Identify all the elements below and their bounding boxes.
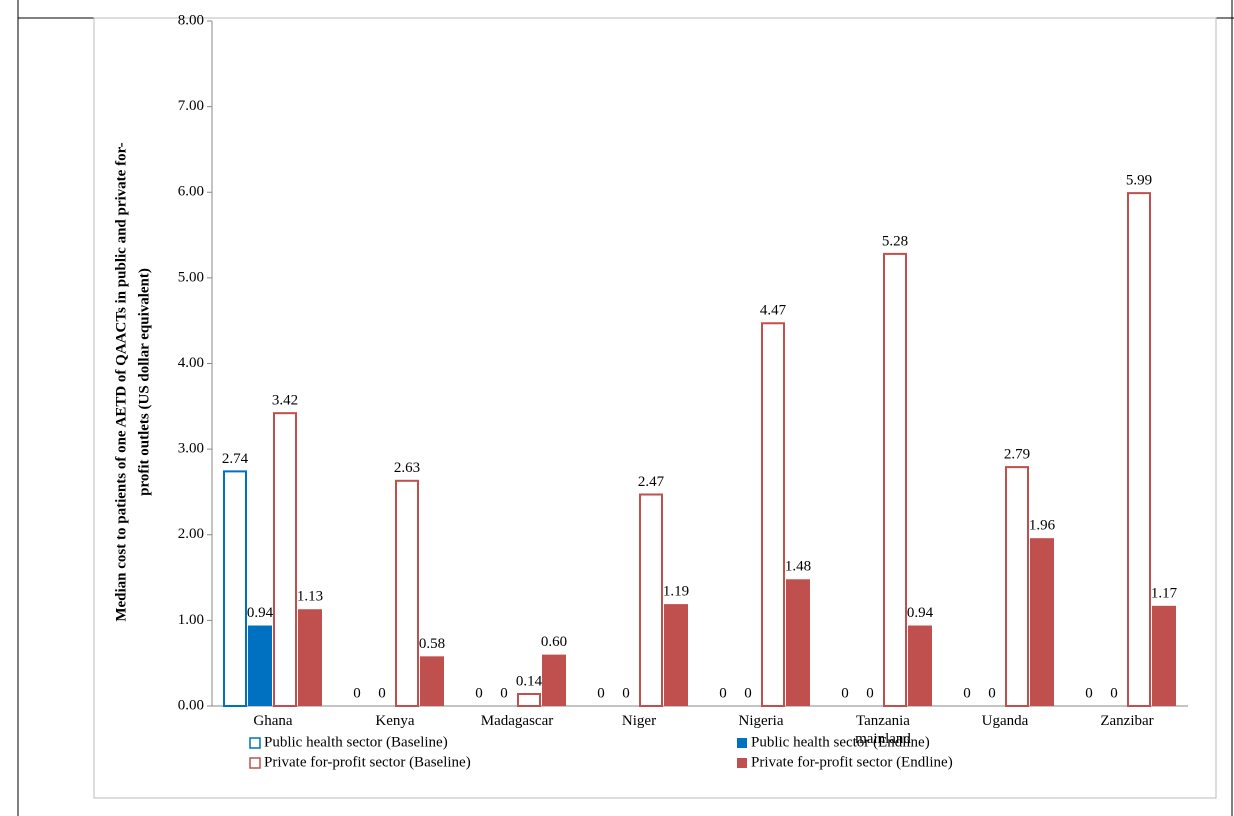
data-label: 0 xyxy=(866,685,874,701)
bar xyxy=(517,693,541,708)
data-label: 0 xyxy=(963,685,971,701)
data-label: 0 xyxy=(744,685,752,701)
bar xyxy=(542,654,566,706)
y-tick-label: 1.00 xyxy=(178,612,204,628)
y-tick-label: 3.00 xyxy=(178,441,204,457)
data-label: 3.42 xyxy=(272,393,298,409)
data-label: 0 xyxy=(500,685,508,701)
legend-label: Public health sector (Baseline) xyxy=(264,734,448,750)
bar xyxy=(883,252,907,707)
data-label: 0 xyxy=(353,685,361,701)
legend-marker xyxy=(737,758,747,768)
data-label: 1.17 xyxy=(1151,585,1178,601)
data-label: 0.60 xyxy=(541,634,567,650)
data-label: 0 xyxy=(475,685,483,701)
data-label: 0 xyxy=(1085,685,1093,701)
data-label: 0 xyxy=(988,685,996,701)
bar xyxy=(248,625,272,706)
y-axis-label: Median cost to patients of one AETD of Q… xyxy=(113,142,129,621)
legend-label: Private for-profit sector (Baseline) xyxy=(264,754,471,770)
x-tick-label: Niger xyxy=(622,713,656,729)
legend-marker xyxy=(249,757,261,769)
data-label: 2.79 xyxy=(1004,447,1030,463)
x-tick-label: Madagascar xyxy=(481,713,553,729)
data-label: 0.94 xyxy=(907,605,934,621)
x-tick-label: Kenya xyxy=(375,713,414,729)
legend-marker xyxy=(737,738,747,748)
data-label: 0 xyxy=(597,685,605,701)
data-label: 2.47 xyxy=(638,474,665,490)
data-label: 5.99 xyxy=(1126,173,1152,189)
x-tick-label: Nigeria xyxy=(739,713,784,729)
bar xyxy=(420,656,444,706)
y-tick-label: 6.00 xyxy=(178,184,204,200)
data-label: 1.96 xyxy=(1029,518,1056,534)
bar xyxy=(908,625,932,706)
data-label: 4.47 xyxy=(760,303,787,319)
x-tick-label: Zanzibar xyxy=(1100,713,1153,729)
y-tick-label: 4.00 xyxy=(178,355,204,371)
data-label: 0 xyxy=(622,685,630,701)
data-label: 0.14 xyxy=(516,673,543,689)
x-tick-label: Uganda xyxy=(982,713,1029,729)
bar xyxy=(1030,538,1054,706)
y-tick-label: 0.00 xyxy=(178,697,204,713)
data-label: 2.63 xyxy=(394,460,420,476)
data-label: 0 xyxy=(719,685,727,701)
y-tick-label: 8.00 xyxy=(178,12,204,28)
y-tick-label: 2.00 xyxy=(178,526,204,542)
data-label: 1.19 xyxy=(663,584,689,600)
legend-marker xyxy=(249,737,261,749)
x-tick-label: Ghana xyxy=(253,713,292,729)
bar xyxy=(1152,605,1176,706)
data-label: 1.13 xyxy=(297,589,323,605)
data-label: 5.28 xyxy=(882,233,908,249)
bar xyxy=(761,322,785,707)
data-label: 0.58 xyxy=(419,636,445,652)
bar xyxy=(639,493,663,707)
data-label: 1.48 xyxy=(785,559,811,575)
bar xyxy=(273,412,297,707)
bar xyxy=(664,604,688,706)
bar xyxy=(786,579,810,706)
data-label: 0 xyxy=(378,685,386,701)
legend-label: Public health sector (Endline) xyxy=(751,734,930,750)
bar xyxy=(223,470,247,708)
bar xyxy=(1127,192,1151,707)
legend-label: Private for-profit sector (Endline) xyxy=(751,754,953,770)
chart-frame xyxy=(93,17,1217,799)
data-label: 0 xyxy=(1110,685,1118,701)
x-tick-label: Tanzania mainland xyxy=(855,713,911,747)
bar xyxy=(298,609,322,706)
data-label: 2.74 xyxy=(222,451,249,467)
data-label: 0.94 xyxy=(247,605,274,621)
y-tick-label: 5.00 xyxy=(178,269,204,285)
y-tick-label: 7.00 xyxy=(178,98,204,114)
y-axis-label: profit outlets (US dollar equivalent) xyxy=(136,268,152,496)
bar xyxy=(395,479,419,707)
bar xyxy=(1005,466,1029,708)
data-label: 0 xyxy=(841,685,849,701)
